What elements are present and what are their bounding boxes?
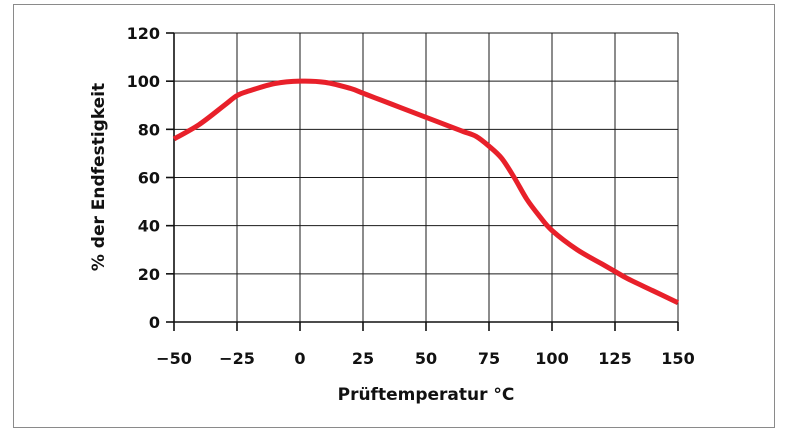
x-tick-label: −25 [219,349,255,368]
axes [166,32,679,331]
x-tick-label: 50 [415,349,437,368]
x-tick-label: 100 [535,349,568,368]
y-tick-label: 40 [138,217,160,236]
series-layer [172,78,680,305]
x-tick-label: 150 [661,349,694,368]
chart-frame [13,4,775,428]
x-tick-label: −50 [156,349,192,368]
y-axis-title: % der Endfestigkeit [89,83,109,271]
y-tick-label: 120 [127,24,160,43]
y-tick-label: 60 [138,169,160,188]
grid [174,32,679,322]
x-tick-label: 75 [478,349,500,368]
y-tick-label: 80 [138,120,160,139]
x-tick-label: 25 [352,349,374,368]
x-axis-title: Prüftemperatur °C [338,385,515,405]
series-line [172,78,680,305]
x-tick-label: 125 [598,349,631,368]
y-tick-label: 20 [138,265,160,284]
x-tick-label: 0 [294,349,305,368]
y-tick-label: 100 [127,72,160,91]
y-tick-label: 0 [149,313,160,332]
y-tick-labels: 0 20 40 60 80 100 120 [127,24,160,332]
x-tick-labels: −50 −25 0 25 50 75 100 125 150 [156,349,695,368]
